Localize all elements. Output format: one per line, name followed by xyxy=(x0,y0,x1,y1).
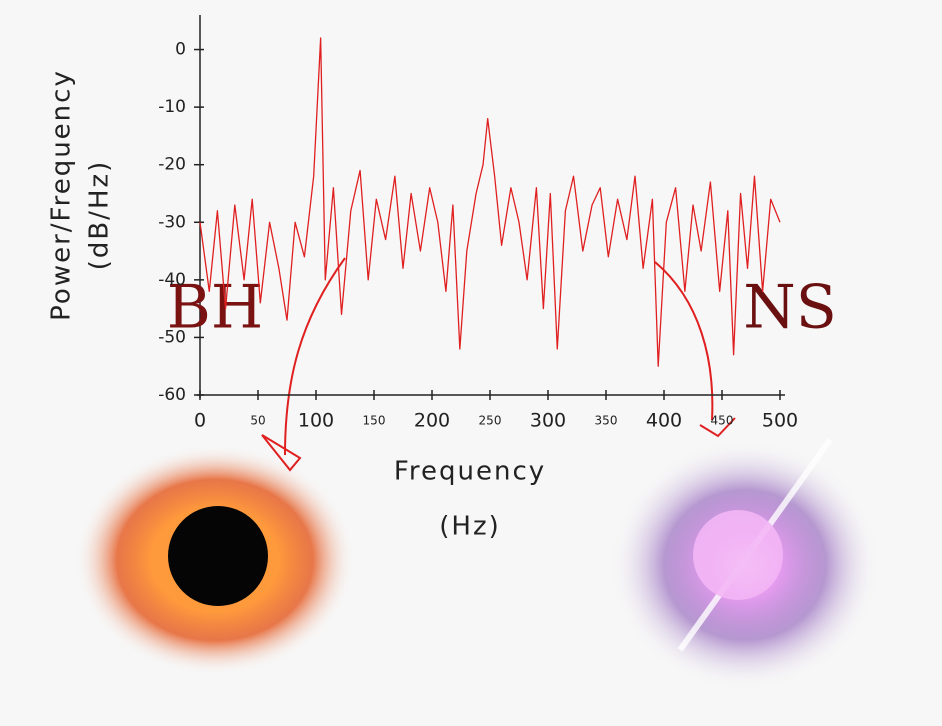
arrows xyxy=(261,257,736,472)
x-tick-label: 450 xyxy=(711,414,734,428)
x-tick-label: 200 xyxy=(414,410,450,432)
x-tick-label: 50 xyxy=(250,414,265,428)
y-tick-label: -50 xyxy=(158,327,186,347)
y-axis-unit: (dB/Hz) xyxy=(85,160,115,271)
x-tick-label: 300 xyxy=(530,410,566,432)
x-tick-label: 0 xyxy=(194,410,206,432)
x-tick-label: 500 xyxy=(762,410,798,432)
y-tick-label: -20 xyxy=(158,155,186,175)
y-tick-label: -10 xyxy=(158,97,186,117)
neutron-star-illustration xyxy=(610,438,880,690)
bh-annotation: BH xyxy=(167,273,263,343)
x-axis-unit: (Hz) xyxy=(439,512,501,542)
y-tick-label: -40 xyxy=(158,270,186,290)
ns-annotation: NS xyxy=(743,273,837,343)
y-axis-label: Power/Frequency xyxy=(47,69,77,321)
black-hole-illustration xyxy=(75,445,355,675)
x-axis-label: Frequency xyxy=(394,457,546,487)
y-tick-label: -30 xyxy=(158,212,186,232)
x-tick-label: 100 xyxy=(298,410,334,432)
spectrum-line xyxy=(199,37,781,367)
x-tick-label: 350 xyxy=(595,414,618,428)
y-tick-label: -60 xyxy=(158,385,186,405)
y-tick-label: 0 xyxy=(175,40,186,60)
x-tick-label: 250 xyxy=(479,414,502,428)
x-tick-label: 400 xyxy=(646,410,682,432)
x-tick-label: 150 xyxy=(363,414,386,428)
